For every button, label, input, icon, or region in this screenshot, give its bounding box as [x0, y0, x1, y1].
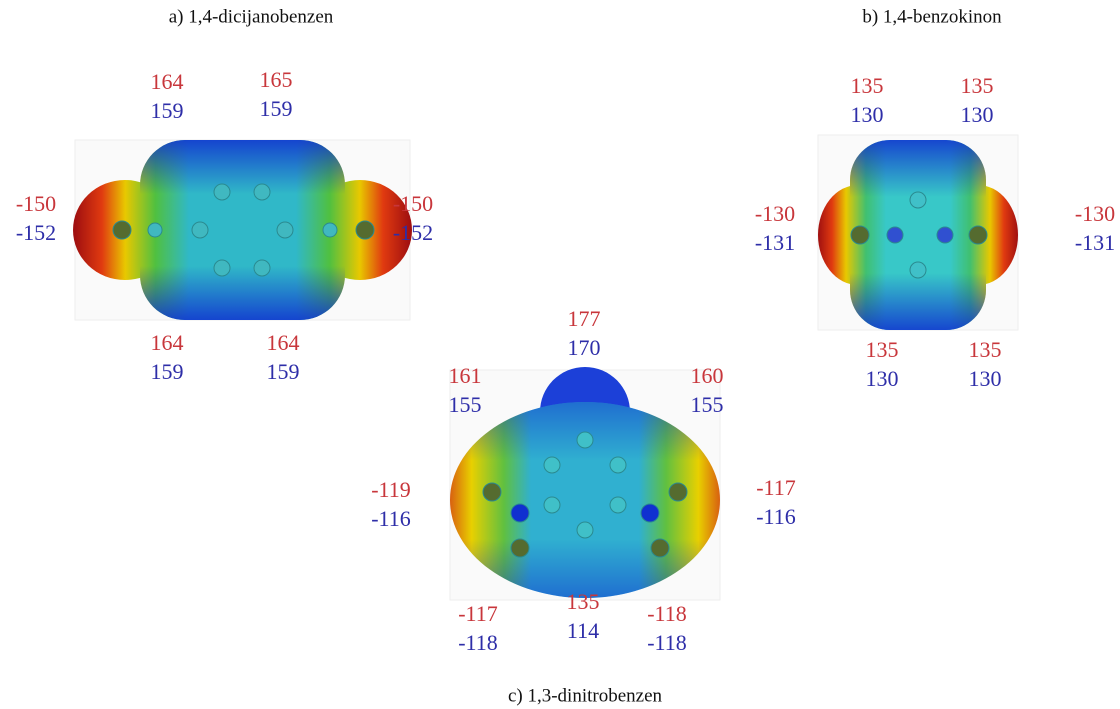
upper-value: -117 — [756, 475, 796, 500]
upper-value: 164 — [267, 330, 300, 355]
upper-value: -130 — [755, 201, 795, 226]
lower-value: -152 — [393, 220, 433, 245]
upper-value: -130 — [1075, 201, 1115, 226]
molecule-c — [450, 367, 720, 600]
lower-value: 159 — [260, 96, 293, 121]
upper-value: 164 — [151, 69, 184, 94]
upper-value: 165 — [260, 67, 293, 92]
upper-value: 164 — [151, 330, 184, 355]
lower-value: 159 — [151, 98, 184, 123]
lower-value: 159 — [151, 359, 184, 384]
lower-value: 130 — [961, 102, 994, 127]
lower-value: 155 — [449, 392, 482, 417]
upper-value: -117 — [458, 601, 498, 626]
caption: b) 1,4-benzokinon — [862, 6, 1002, 27]
lower-value: 130 — [969, 366, 1002, 391]
page: {"panels": [ {"caption": "a) 1,4-dicijan… — [0, 0, 1120, 709]
lower-value: -116 — [756, 504, 796, 529]
upper-value: 135 — [866, 337, 899, 362]
lower-value: 130 — [866, 366, 899, 391]
upper-value: 135 — [851, 73, 884, 98]
upper-value: 177 — [568, 306, 601, 331]
lower-value: -116 — [371, 506, 411, 531]
labels: a) 1,4-dicijanobenzen 164 159 165 159 -150 -15… — [16, 6, 1115, 706]
upper-value: -118 — [647, 601, 687, 626]
upper-value: 160 — [691, 363, 724, 388]
molecule-a — [73, 140, 412, 320]
lower-value: -118 — [647, 630, 687, 655]
upper-value: -119 — [371, 477, 411, 502]
lower-value: 170 — [568, 335, 601, 360]
upper-value: 135 — [969, 337, 1002, 362]
upper-value: 161 — [449, 363, 482, 388]
upper-value: -150 — [393, 191, 433, 216]
caption: c) 1,3-dinitrobenzen — [508, 685, 663, 706]
lower-value: 159 — [267, 359, 300, 384]
lower-value: -131 — [1075, 230, 1115, 255]
upper-value: -150 — [16, 191, 56, 216]
lower-value: 130 — [851, 102, 884, 127]
upper-value: 135 — [567, 589, 600, 614]
lower-value: -131 — [755, 230, 795, 255]
lower-value: -152 — [16, 220, 56, 245]
molecule-b — [818, 135, 1018, 330]
caption: a) 1,4-dicijanobenzen — [169, 6, 334, 27]
figure: a) 1,4-dicijanobenzen 164 159 165 159 -150 -15… — [0, 0, 1120, 709]
lower-value: -118 — [458, 630, 498, 655]
lower-value: 114 — [567, 618, 599, 643]
lower-value: 155 — [691, 392, 724, 417]
upper-value: 135 — [961, 73, 994, 98]
